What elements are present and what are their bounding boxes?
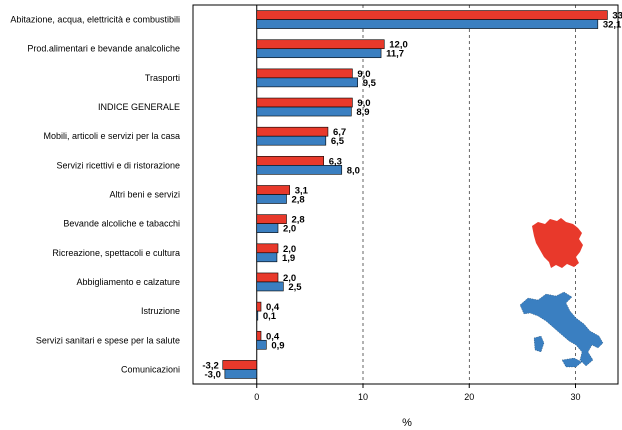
value-label-italy: 32,1 — [603, 20, 622, 31]
bar-tuscany — [256, 39, 385, 50]
value-label-tuscany: 0,4 — [266, 331, 280, 342]
value-label-tuscany: -3,2 — [202, 360, 218, 371]
value-label-tuscany: 12,0 — [389, 40, 408, 51]
bar-italy — [256, 19, 599, 29]
bar-tuscany — [256, 185, 290, 195]
value-label-italy: 6,5 — [331, 136, 345, 147]
value-label-italy: 9,5 — [363, 78, 377, 89]
value-label-tuscany: 6,3 — [329, 156, 342, 167]
value-label-italy: 8,0 — [347, 165, 360, 176]
category-labels: Abitazione, acqua, elettricità e combust… — [10, 15, 180, 375]
category-label: Comunicazioni — [121, 364, 180, 374]
bar-tuscany — [256, 214, 287, 224]
category-label: Bevande alcoliche e tabacchi — [63, 219, 180, 229]
value-label-italy: 2,8 — [292, 195, 305, 206]
category-label: Abbigliamento e calzature — [76, 277, 180, 287]
x-tick-label: 10 — [358, 392, 368, 402]
value-label-italy: 1,9 — [282, 253, 295, 264]
value-label-tuscany: 2,0 — [283, 273, 296, 284]
bar-italy — [256, 48, 382, 59]
x-tick-label: 30 — [570, 392, 580, 402]
category-label: Abitazione, acqua, elettricità e combust… — [10, 15, 180, 25]
category-label: Mobili, articoli e servizi per la casa — [43, 131, 180, 141]
bar-tuscany — [256, 272, 279, 283]
value-label-italy: 0,1 — [263, 311, 277, 322]
bar-tuscany — [256, 301, 262, 312]
value-label-tuscany: 2,8 — [292, 215, 305, 226]
category-label: INDICE GENERALE — [98, 102, 180, 112]
category-label: Prod.alimentari e bevande analcoliche — [27, 44, 180, 54]
x-tick-label: 0 — [254, 392, 259, 402]
x-axis-title: % — [402, 417, 412, 429]
bar-tuscany — [256, 243, 279, 254]
bar-tuscany — [256, 126, 329, 137]
bar-italy — [256, 135, 327, 146]
value-label-tuscany: 3,1 — [295, 186, 309, 197]
bars — [222, 10, 608, 379]
bar-italy — [256, 281, 284, 292]
bar-tuscany — [222, 360, 258, 370]
italy-map-icon — [519, 291, 604, 368]
bar-italy — [256, 339, 267, 350]
bar-italy — [256, 165, 343, 175]
bar-italy — [256, 223, 279, 233]
category-label: Altri beni e servizi — [109, 190, 180, 200]
bar-italy — [256, 106, 352, 117]
value-labels: 33,012,09,09,06,76,33,12,82,02,00,40,4-3… — [202, 11, 622, 381]
category-label: Istruzione — [141, 306, 180, 316]
bar-italy — [256, 310, 259, 321]
value-label-italy: 11,7 — [386, 49, 404, 60]
category-label: Trasporti — [145, 73, 180, 83]
value-label-tuscany: 0,4 — [266, 302, 280, 313]
category-label: Servizi sanitari e spese per la salute — [36, 335, 180, 345]
tuscany-region-map-icon — [532, 218, 583, 268]
value-label-tuscany: 6,7 — [333, 127, 346, 138]
value-label-italy: -3,0 — [205, 369, 221, 380]
value-label-tuscany: 33,0 — [612, 11, 622, 22]
bar-tuscany — [256, 330, 262, 341]
value-label-tuscany: 2,0 — [283, 244, 296, 255]
category-label: Servizi ricettivi e di ristorazione — [56, 160, 180, 170]
value-label-tuscany: 9,0 — [357, 98, 370, 109]
value-label-tuscany: 9,0 — [357, 69, 370, 80]
bar-tuscany — [256, 10, 608, 20]
value-label-italy: 8,9 — [356, 107, 369, 118]
bar-italy — [224, 369, 258, 379]
category-label: Ricreazione, spettacoli e cultura — [52, 248, 180, 258]
x-axis-ticks: 0 10 20 30 — [254, 384, 581, 402]
bar-italy — [256, 77, 358, 88]
plot-frame — [192, 4, 619, 385]
bar-italy — [256, 194, 287, 204]
value-label-italy: 2,0 — [283, 224, 296, 235]
value-label-italy: 0,9 — [271, 340, 284, 351]
value-label-italy: 2,5 — [288, 282, 302, 293]
bar-tuscany — [256, 97, 353, 108]
bar-italy — [256, 252, 278, 263]
bar-tuscany — [256, 156, 324, 166]
x-tick-label: 20 — [464, 392, 474, 402]
bar-tuscany — [256, 68, 353, 79]
